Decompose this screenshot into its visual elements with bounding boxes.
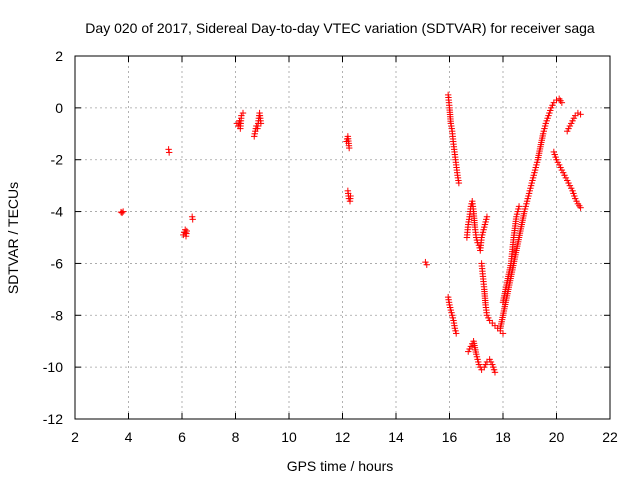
- x-tick-label: 6: [178, 429, 186, 445]
- x-axis-label: GPS time / hours: [287, 458, 394, 474]
- data-point: [183, 227, 191, 235]
- data-point: [118, 209, 126, 217]
- chart-title: Day 020 of 2017, Sidereal Day-to-day VTE…: [85, 20, 595, 36]
- data-point: [423, 261, 430, 268]
- x-tick-label: 18: [495, 429, 511, 445]
- data-points: [117, 91, 584, 376]
- x-tick-label: 4: [125, 429, 133, 445]
- x-tick-label: 16: [442, 429, 458, 445]
- data-point: [119, 208, 127, 215]
- y-tick-label: -12: [43, 411, 63, 427]
- x-tick-label: 10: [281, 429, 297, 445]
- data-point: [574, 109, 582, 117]
- grid-lines: [75, 56, 610, 419]
- data-point: [189, 216, 196, 223]
- data-point: [165, 149, 173, 156]
- data-point: [558, 99, 566, 106]
- y-tick-label: -6: [51, 255, 64, 271]
- x-tick-label: 12: [335, 429, 351, 445]
- data-point: [483, 213, 491, 220]
- y-axis-label: SDTVAR / TECUs: [5, 182, 21, 294]
- y-tick-label: 2: [55, 48, 63, 64]
- axis-ticks: [74, 55, 611, 420]
- y-tick-label: 0: [55, 100, 63, 116]
- y-tick-label: -4: [51, 204, 64, 220]
- data-point: [347, 192, 354, 200]
- x-tick-label: 20: [549, 429, 565, 445]
- data-point: [515, 203, 523, 210]
- y-tick-label: -10: [43, 359, 63, 375]
- data-point: [345, 144, 353, 152]
- data-point: [455, 179, 463, 187]
- data-point: [452, 330, 460, 337]
- data-point: [577, 111, 584, 118]
- data-point: [257, 120, 265, 127]
- data-point: [239, 109, 247, 117]
- x-tick-label: 22: [602, 429, 618, 445]
- y-tick-label: -8: [51, 307, 64, 323]
- x-tick-label: 8: [232, 429, 240, 445]
- x-tick-label: 14: [388, 429, 404, 445]
- x-tick-labels: 2 4 6 8 10 12 14 16 18 20 22: [71, 429, 618, 445]
- data-point: [491, 369, 499, 376]
- data-point: [553, 96, 560, 104]
- y-tick-label: -2: [51, 152, 64, 168]
- x-tick-label: 2: [71, 429, 79, 445]
- data-point: [499, 330, 507, 337]
- y-tick-labels: 2 0 -2 -4 -6 -8 -10 -12: [43, 48, 63, 427]
- data-point: [577, 204, 584, 211]
- data-point: [165, 146, 172, 153]
